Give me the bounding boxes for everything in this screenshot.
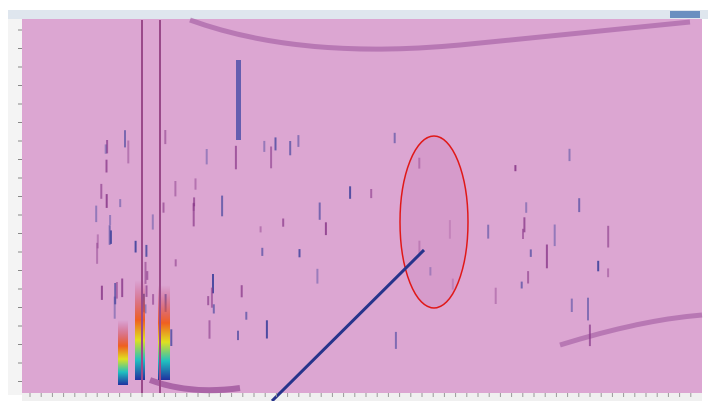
streak <box>113 296 116 319</box>
streak <box>115 282 118 299</box>
streak <box>261 247 264 256</box>
hot-spot <box>118 320 128 385</box>
streak <box>245 311 248 320</box>
streak <box>394 331 397 349</box>
streak <box>174 181 177 197</box>
streak <box>236 60 241 140</box>
streak <box>587 297 589 321</box>
streak <box>522 228 524 239</box>
window-title-bar <box>8 10 708 19</box>
streak <box>100 285 103 300</box>
streak <box>95 205 98 223</box>
streak <box>234 145 237 170</box>
streak <box>162 202 165 213</box>
streak <box>105 194 108 208</box>
streak <box>119 199 122 208</box>
streak <box>525 202 528 213</box>
streak <box>127 140 130 164</box>
streak <box>212 274 214 294</box>
streak <box>545 244 548 269</box>
streak <box>121 278 124 298</box>
streak <box>259 226 262 233</box>
streak <box>529 249 532 257</box>
streak <box>193 197 196 207</box>
streak <box>145 244 148 257</box>
streak <box>282 218 285 227</box>
streak <box>108 225 111 245</box>
streak <box>109 215 112 225</box>
streak <box>208 320 211 339</box>
y-axis-panel <box>8 19 22 395</box>
pointer-line <box>270 248 426 401</box>
arc-trace <box>559 312 703 348</box>
streak <box>205 149 208 165</box>
streak <box>553 224 556 247</box>
streak <box>494 287 497 304</box>
streak <box>170 329 173 346</box>
streak <box>152 294 155 305</box>
streak <box>523 217 526 233</box>
streak <box>274 137 277 151</box>
signal-streaks <box>95 130 610 349</box>
streak <box>318 202 321 220</box>
streak <box>298 249 301 258</box>
streak <box>289 141 292 156</box>
streak <box>578 198 581 213</box>
streak <box>514 165 517 172</box>
streak <box>194 178 197 190</box>
streak <box>221 195 224 217</box>
streak <box>597 260 600 272</box>
streak <box>192 202 195 227</box>
streak <box>240 285 243 298</box>
streak <box>145 285 148 297</box>
streak <box>110 230 112 244</box>
streak <box>144 304 147 314</box>
streak <box>588 324 591 347</box>
streak <box>370 189 373 199</box>
streak <box>124 130 126 148</box>
arc-trace <box>189 17 691 52</box>
streak <box>297 135 300 147</box>
streak <box>237 330 239 341</box>
streak <box>349 186 352 199</box>
streak <box>114 283 117 305</box>
streak <box>316 268 319 284</box>
arc-trace <box>148 377 241 394</box>
streak <box>104 144 107 154</box>
streak <box>210 287 213 308</box>
streak <box>164 130 167 145</box>
streak <box>207 296 210 306</box>
streak <box>607 225 610 248</box>
top-strip <box>0 0 708 10</box>
streak <box>174 259 177 267</box>
streak <box>134 240 137 253</box>
streak <box>106 140 109 154</box>
streak <box>265 320 268 339</box>
streak <box>487 224 490 239</box>
hot-spot <box>135 280 145 380</box>
window-buttons[interactable] <box>670 11 700 18</box>
streak <box>393 132 396 144</box>
streak <box>96 242 99 264</box>
streak <box>105 159 108 173</box>
streak <box>96 234 99 249</box>
streak <box>146 271 149 280</box>
streak <box>270 146 273 169</box>
streak <box>607 268 610 278</box>
x-axis-panel <box>22 393 702 401</box>
streak <box>324 222 327 236</box>
highlight-ellipse <box>399 135 469 309</box>
streak <box>568 148 571 162</box>
streak <box>212 304 215 314</box>
streak <box>144 261 147 284</box>
streak <box>527 271 530 284</box>
streak <box>520 281 523 289</box>
streak <box>151 214 154 230</box>
streak <box>570 298 573 312</box>
streak <box>263 140 266 152</box>
streak <box>100 183 103 199</box>
